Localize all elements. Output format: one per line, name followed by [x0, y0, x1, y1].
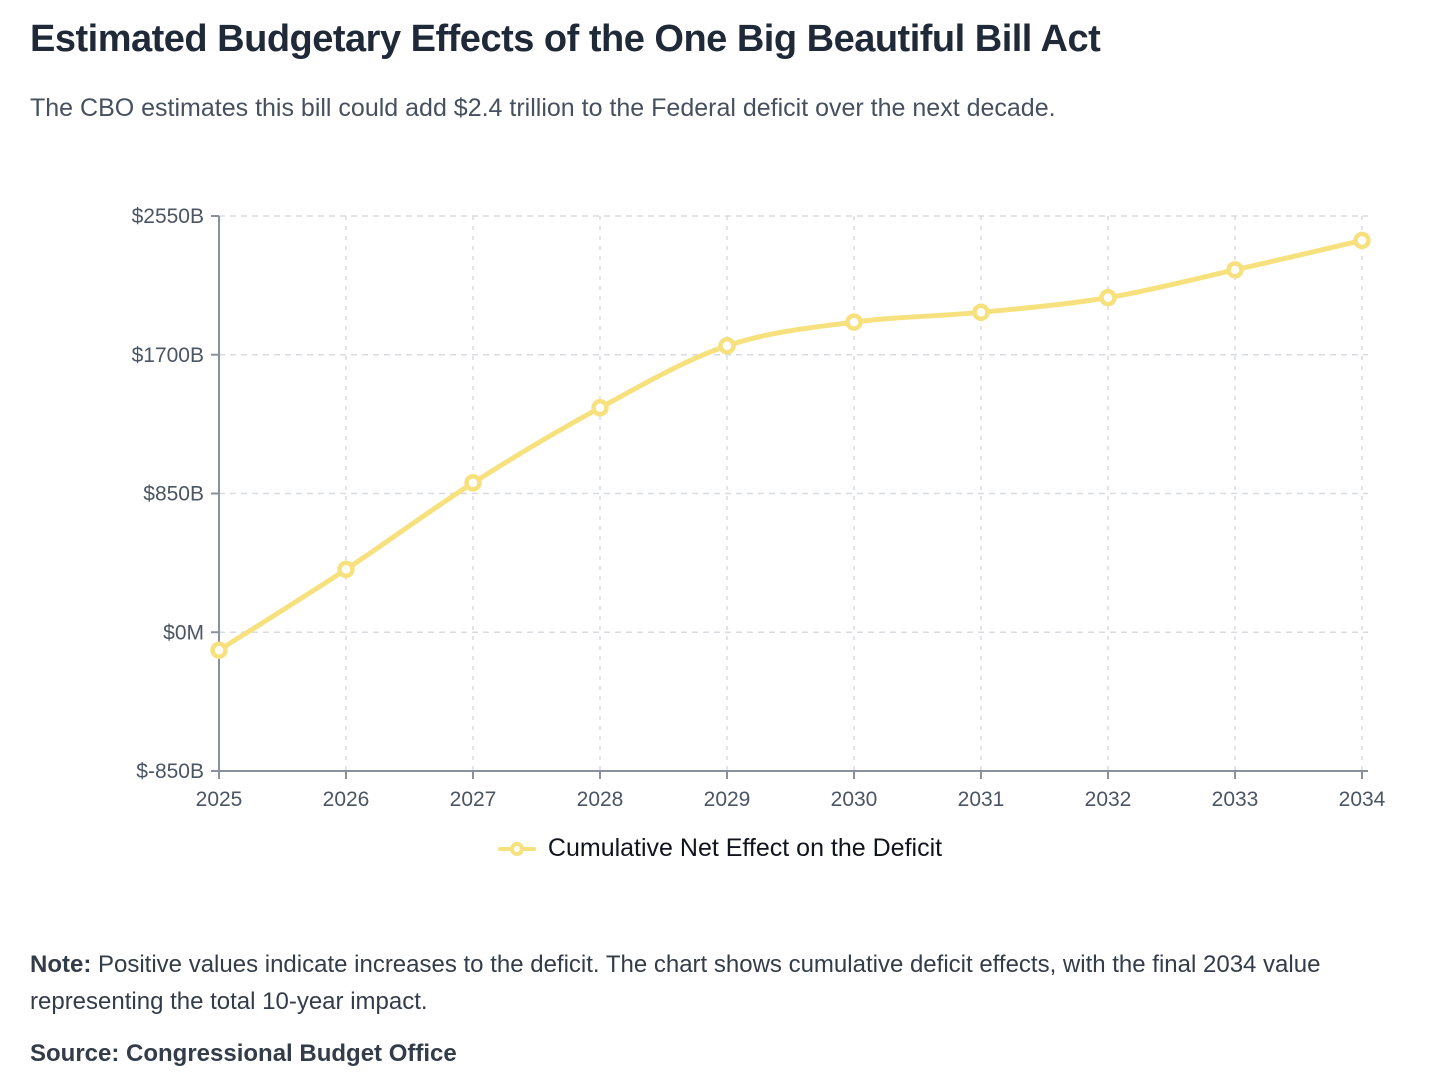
chart-note: Note: Positive values indicate increases… [30, 946, 1390, 1020]
legend-line-marker-icon [497, 841, 536, 856]
note-label: Note: [30, 951, 92, 978]
chart-source: Source: Congressional Budget Office [30, 1040, 457, 1067]
chart-legend: Cumulative Net Effect on the Deficit [0, 834, 1440, 863]
x-tick-label: 2030 [831, 788, 878, 811]
legend-item-cumulative-net-effect[interactable]: Cumulative Net Effect on the Deficit [497, 834, 943, 863]
x-tick-label: 2033 [1212, 788, 1259, 811]
y-tick-label: $1700B [132, 344, 204, 367]
y-tick-label: $-850B [136, 760, 204, 783]
data-point-2030[interactable] [845, 313, 863, 331]
data-point-2029[interactable] [718, 337, 736, 355]
data-point-2027[interactable] [464, 474, 482, 492]
x-tick-label: 2034 [1339, 788, 1386, 811]
x-tick-label: 2025 [196, 788, 243, 811]
data-point-2028[interactable] [591, 399, 609, 417]
x-tick-label: 2027 [450, 788, 497, 811]
y-tick-label: $850B [143, 483, 204, 506]
page-title: Estimated Budgetary Effects of the One B… [30, 18, 1101, 60]
data-point-2026[interactable] [337, 560, 355, 579]
deficit-line-chart: $2550B $1700B $850B $0M $-850B 2025 2026 2027 20… [132, 205, 1386, 811]
page-subtitle: The CBO estimates this bill could add $2… [30, 94, 1056, 122]
x-tick-label: 2028 [577, 788, 624, 811]
note-body: Positive values indicate increases to th… [30, 951, 1321, 1015]
x-tick-label: 2029 [704, 788, 751, 811]
y-tick-label: $0M [163, 621, 204, 644]
x-tick-label: 2031 [958, 788, 1005, 811]
series-line-cumulative-net-effect [216, 237, 1365, 653]
x-tick-label: 2026 [323, 788, 370, 811]
y-tick-label: $2550B [132, 205, 204, 228]
data-point-2031[interactable] [972, 303, 990, 322]
data-point-2033[interactable] [1226, 261, 1244, 279]
legend-label: Cumulative Net Effect on the Deficit [547, 834, 943, 862]
data-point-2032[interactable] [1099, 288, 1117, 307]
data-point-2034[interactable] [1353, 231, 1371, 250]
x-tick-label: 2032 [1085, 788, 1132, 811]
data-point-2025[interactable] [210, 641, 228, 659]
